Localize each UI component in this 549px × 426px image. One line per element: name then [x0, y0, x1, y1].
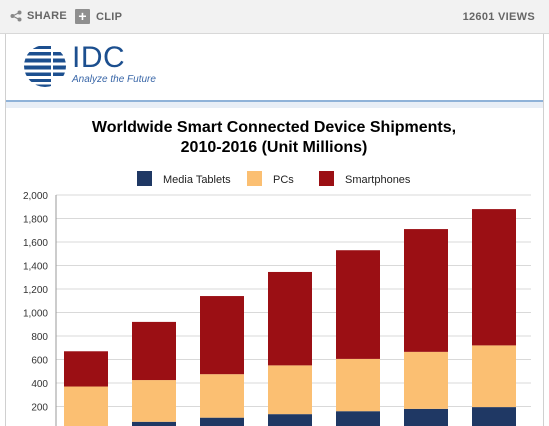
logo-tagline: Analyze the Future	[72, 74, 156, 85]
plus-icon: +	[75, 9, 90, 24]
bar-segment	[404, 229, 448, 352]
legend-swatch	[319, 171, 334, 186]
bar-segment	[64, 386, 108, 426]
legend-swatch	[137, 171, 152, 186]
bar-segment	[268, 365, 312, 415]
chart-title-line-1: Worldwide Smart Connected Device Shipmen…	[92, 119, 456, 136]
bar-segment	[268, 414, 312, 426]
y-tick-label: 200	[31, 403, 48, 414]
legend-label: Smartphones	[345, 174, 411, 186]
bar-segment	[336, 358, 380, 412]
bar-segment	[472, 407, 516, 426]
legend-swatch	[247, 171, 262, 186]
y-tick-label: 1,400	[23, 262, 48, 273]
bar-segment	[200, 296, 244, 375]
legend-label: PCs	[273, 174, 294, 186]
y-tick-label: 400	[31, 379, 48, 390]
y-tick-label: 1,800	[23, 215, 48, 226]
bar-segment	[404, 408, 448, 426]
idc-logo: IDC Analyze the Future	[22, 43, 156, 89]
header-divider-shade	[6, 102, 543, 108]
y-tick-label: 2,000	[23, 191, 48, 202]
bar-segment	[132, 380, 176, 422]
y-axis: 200 400 600 800 1,000 1,200 1,400 1,600 1,800 2,0…	[23, 191, 57, 426]
y-tick-label: 800	[31, 332, 48, 343]
toolbar: SHARE + CLIP 12601 VIEWS	[0, 0, 549, 34]
chart-legend: Media Tablets PCs Smartphones	[137, 171, 411, 186]
bar-segment	[132, 421, 176, 426]
bar-segment	[472, 345, 516, 408]
chart-title-line-2: 2010-2016 (Unit Millions)	[181, 139, 368, 156]
views-count: 12601 VIEWS	[462, 11, 535, 23]
share-button[interactable]: SHARE	[10, 10, 67, 22]
chart-bars	[64, 209, 516, 426]
bar-segment	[472, 209, 516, 346]
y-tick-label: 1,000	[23, 309, 48, 320]
globe-icon	[24, 43, 68, 89]
bar-segment	[200, 374, 244, 418]
clip-label: CLIP	[96, 10, 123, 23]
y-tick-label: 1,600	[23, 238, 48, 249]
bar-segment	[64, 351, 108, 387]
share-icon	[10, 10, 22, 22]
logo-wordmark: IDC	[72, 41, 126, 74]
bar-segment	[336, 411, 380, 426]
bar-segment	[200, 417, 244, 426]
y-tick-label: 1,200	[23, 285, 48, 296]
bar-segment	[336, 250, 380, 359]
legend-label: Media Tablets	[163, 174, 231, 186]
share-label: SHARE	[27, 10, 68, 22]
bar-segment	[268, 271, 312, 366]
header-divider	[6, 100, 543, 102]
clip-button[interactable]: + CLIP	[75, 9, 122, 24]
y-tick-label: 600	[31, 356, 48, 367]
bar-segment	[404, 351, 448, 409]
bar-segment	[132, 321, 176, 381]
